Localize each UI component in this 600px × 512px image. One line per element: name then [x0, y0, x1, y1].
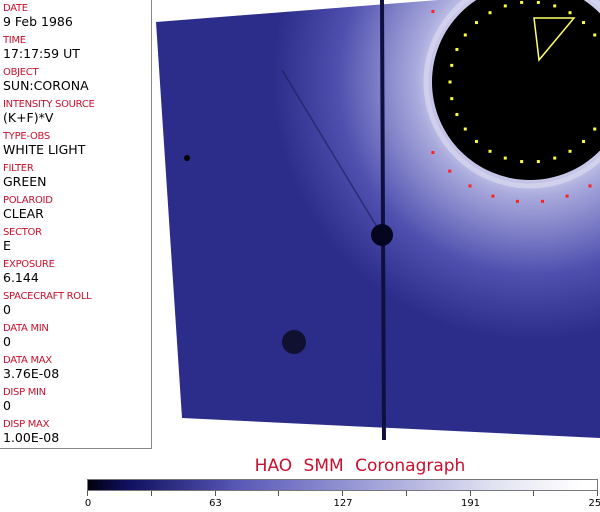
field-label: DATA MIN	[3, 323, 49, 334]
colorbar-tick-label: 0	[84, 498, 92, 509]
limb-marker	[448, 80, 452, 84]
field-value: CLEAR	[3, 206, 44, 221]
field-value: 3.76E-08	[3, 366, 60, 381]
limb-marker	[468, 184, 472, 188]
field-value: 0	[3, 302, 11, 317]
limb-marker	[463, 33, 467, 37]
header-info-panel: DATE 9 Feb 1986 TIME 17:17:59 UT OBJECT SUN:C…	[0, 0, 152, 449]
field-label: FILTER	[3, 163, 34, 174]
colorbar-tick	[533, 491, 535, 496]
field-value: 6.144	[3, 270, 39, 285]
limb-marker	[474, 139, 478, 143]
field-value: 1.00E-08	[3, 430, 60, 445]
limb-marker	[593, 33, 597, 37]
orientation-marker	[533, 17, 576, 62]
limb-marker	[515, 199, 519, 203]
occulter-pylon	[380, 0, 386, 441]
field-label: SECTOR	[3, 227, 42, 238]
limb-marker	[568, 149, 572, 153]
colorbar-tick-label: 63	[209, 498, 222, 509]
field-value: GREEN	[3, 174, 47, 189]
limb-marker	[588, 184, 592, 188]
limb-marker	[582, 139, 586, 143]
field-label: DISP MIN	[3, 387, 46, 398]
field-value: 0	[3, 334, 11, 349]
limb-marker	[450, 63, 454, 67]
coronagraph-image	[156, 0, 600, 441]
colorbar-tick	[150, 491, 152, 496]
colorbar	[87, 479, 598, 491]
colorbar-tick-label: 191	[460, 498, 481, 509]
field-label: DATA MAX	[3, 355, 52, 366]
colorbar-tick-label: 127	[333, 498, 353, 509]
field-label: OBJECT	[3, 67, 39, 78]
field-label: DATE	[3, 3, 28, 14]
limb-marker	[491, 194, 495, 198]
colorbar-tick	[405, 491, 407, 496]
field-label: EXPOSURE	[3, 259, 55, 270]
instrument-title: HAO SMM Coronagraph	[254, 456, 466, 476]
field-value: 9 Feb 1986	[3, 14, 73, 29]
field-value: SUN:CORONA	[3, 78, 89, 93]
limb-markers	[431, 0, 597, 203]
limb-marker	[541, 199, 545, 203]
limb-marker	[455, 47, 459, 51]
limb-marker	[503, 156, 507, 160]
field-label: INTENSITY SOURCE	[3, 99, 95, 110]
colorbar-tick-label: 255	[588, 498, 600, 509]
colorbar-tick	[342, 491, 343, 496]
limb-marker	[593, 127, 597, 131]
limb-marker	[503, 4, 507, 8]
limb-marker	[431, 151, 435, 155]
limb-marker	[553, 4, 557, 8]
limb-marker	[450, 97, 454, 101]
limb-marker	[582, 21, 586, 25]
limb-marker	[448, 169, 452, 173]
colorbar-tick	[278, 491, 280, 496]
field-value: (K+F)*V	[3, 110, 54, 125]
limb-marker	[488, 149, 492, 153]
field-label: POLAROID	[3, 195, 53, 206]
field-label: TYPE-OBS	[3, 131, 50, 142]
field-value: 17:17:59 UT	[3, 46, 80, 61]
colorbar-tick	[87, 491, 88, 496]
limb-marker	[463, 127, 467, 131]
limb-marker	[568, 11, 572, 15]
field-label: SPACECRAFT ROLL	[3, 291, 92, 302]
field-label: TIME	[3, 35, 26, 46]
limb-marker	[488, 11, 492, 15]
field-value: 0	[3, 398, 11, 413]
limb-marker	[455, 113, 459, 117]
field-value: WHITE LIGHT	[3, 142, 86, 157]
limb-marker	[474, 21, 478, 25]
limb-marker	[520, 160, 524, 164]
colorbar-tick	[214, 491, 216, 496]
colorbar-tick	[469, 491, 471, 496]
limb-marker	[520, 0, 524, 4]
limb-marker	[431, 9, 435, 13]
colorbar-tick	[597, 491, 598, 496]
field-value: E	[3, 238, 11, 253]
limb-marker	[536, 160, 540, 164]
limb-marker	[536, 0, 540, 4]
limb-marker	[565, 194, 569, 198]
limb-marker	[553, 156, 557, 160]
occulting-disk	[432, 0, 600, 180]
field-label: DISP MAX	[3, 419, 50, 430]
